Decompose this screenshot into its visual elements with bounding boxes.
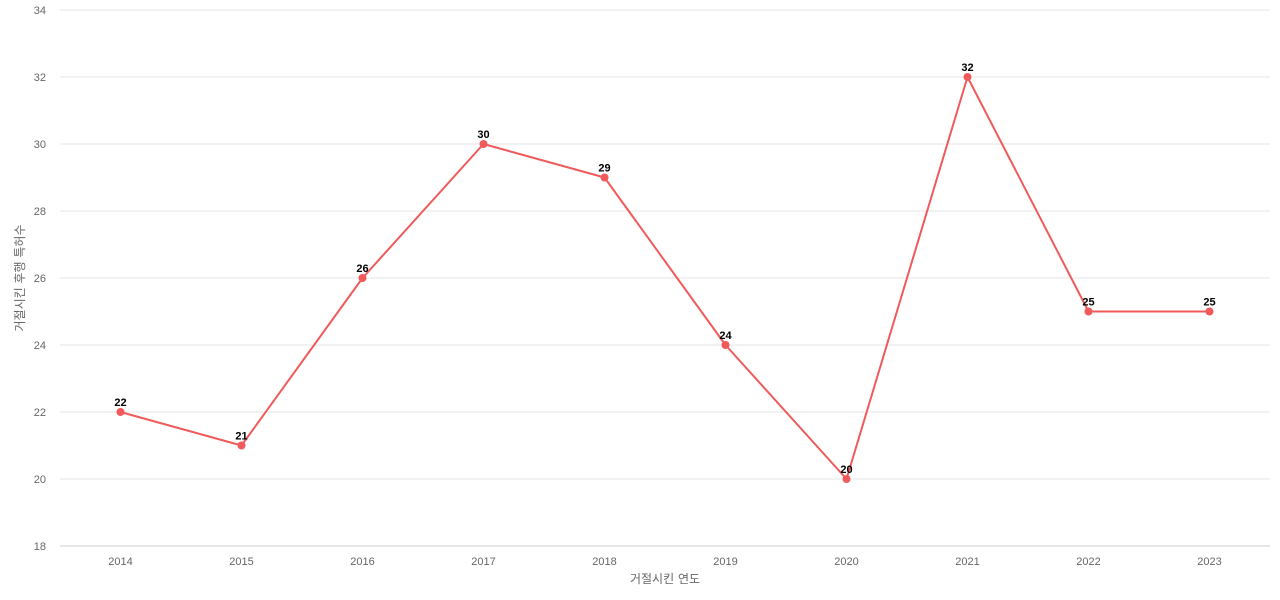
data-label: 29: [598, 163, 610, 175]
x-tick-label: 2022: [1076, 556, 1100, 568]
data-label: 30: [477, 129, 489, 141]
x-tick-label: 2019: [713, 556, 737, 568]
data-point: [963, 73, 972, 81]
data-point: [116, 408, 125, 416]
y-tick-label: 34: [34, 5, 46, 17]
data-label: 26: [356, 263, 368, 275]
series-line: [120, 76, 1210, 480]
data-label: 24: [719, 330, 732, 342]
y-tick-label: 24: [34, 340, 46, 352]
series-layer: [120, 76, 1210, 480]
data-labels: 22 21 26 30 29 24 20 32 25 25: [114, 62, 1215, 476]
grid-lines: [60, 9, 1270, 547]
y-tick-label: 26: [34, 273, 46, 285]
y-tick-label: 32: [34, 72, 46, 84]
x-tick-label: 2014: [108, 556, 132, 568]
y-tick-label: 20: [34, 474, 46, 486]
data-label: 25: [1082, 297, 1094, 309]
data-label: 22: [114, 397, 126, 409]
data-point: [479, 140, 488, 148]
x-tick-label: 2020: [834, 556, 858, 568]
data-points: [116, 73, 1214, 483]
x-tick-label: 2018: [592, 556, 616, 568]
y-tick-label: 18: [34, 541, 46, 553]
data-label: 25: [1203, 297, 1215, 309]
data-label: 20: [840, 464, 852, 476]
x-axis-ticks: 2014 2015 2016 2017 2018 2019 2020 2021 2022 2023: [108, 556, 1221, 568]
x-tick-label: 2015: [229, 556, 253, 568]
x-tick-label: 2021: [955, 556, 979, 568]
y-tick-label: 28: [34, 206, 46, 218]
x-axis-title: 거절시킨 연도: [630, 572, 700, 586]
y-tick-label: 22: [34, 407, 46, 419]
data-point: [600, 173, 609, 182]
data-label: 32: [961, 62, 973, 74]
data-point: [237, 441, 246, 450]
data-point: [721, 341, 730, 349]
data-label: 21: [235, 431, 247, 443]
y-axis-ticks: 18 20 22 24 26 28 30 32 34: [34, 5, 46, 553]
y-tick-label: 30: [34, 139, 46, 151]
x-tick-label: 2016: [350, 556, 374, 568]
data-point: [842, 475, 851, 483]
x-tick-label: 2017: [471, 556, 495, 568]
y-axis-title: 거절시킨 후행 특허수: [12, 225, 27, 332]
data-point: [1084, 307, 1093, 316]
data-point: [358, 274, 367, 282]
data-point: [1205, 307, 1214, 316]
x-tick-label: 2023: [1197, 556, 1221, 568]
